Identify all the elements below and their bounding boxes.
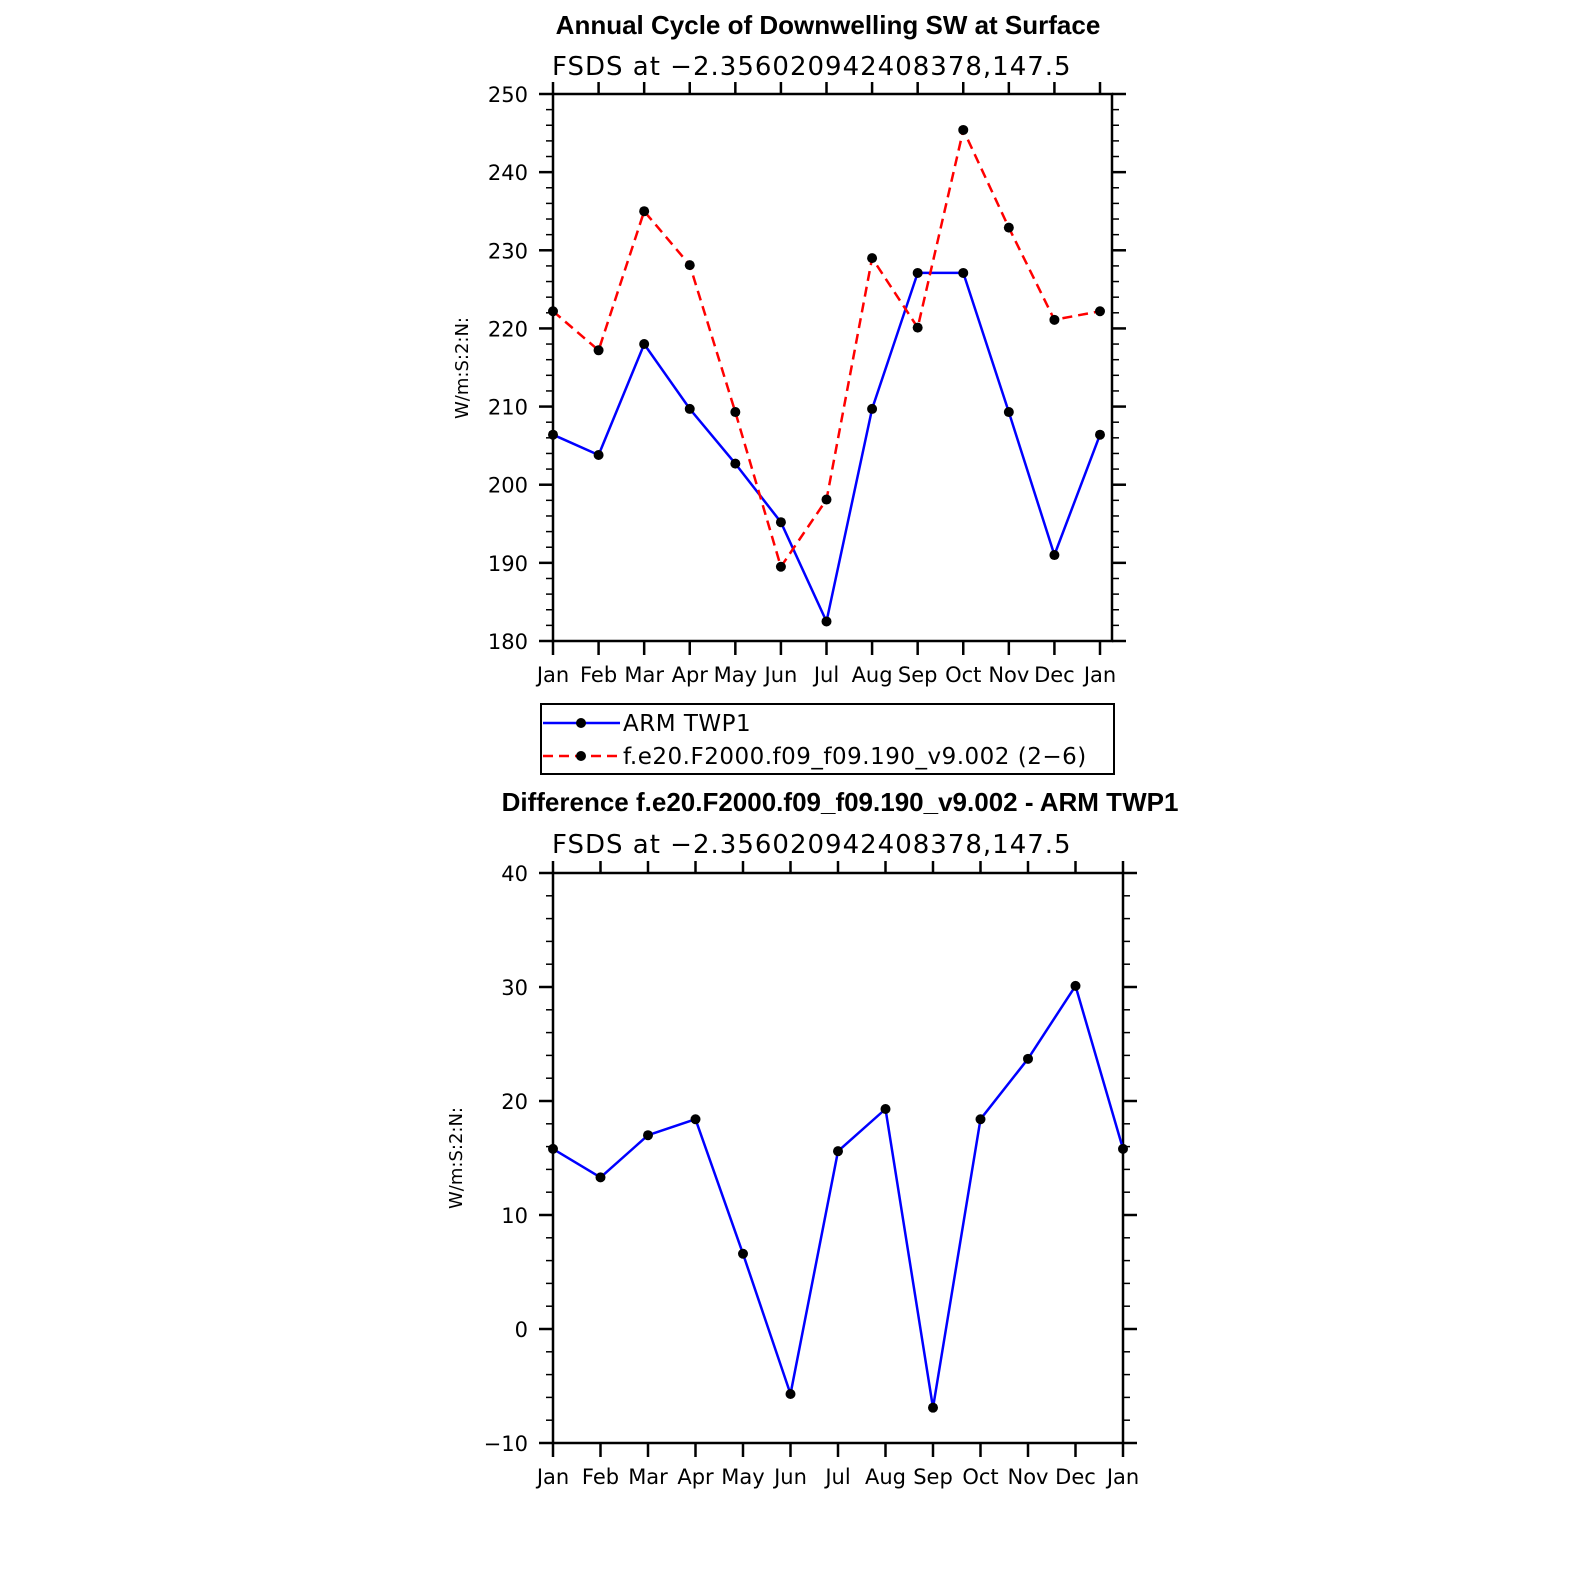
chart1-xtick-label: Aug <box>852 663 893 687</box>
chart1-series-1-point <box>1095 306 1105 317</box>
chart2-xtick-label: Jun <box>772 1465 807 1489</box>
chart2-ytick-label: 10 <box>501 1204 528 1228</box>
chart2-xtick-label: Feb <box>582 1465 619 1489</box>
chart1-legend: ARM TWP1 f.e20.F2000.f09_f09.190_v9.002 … <box>540 703 1115 775</box>
chart1-xtick-label: Jan <box>1082 663 1116 687</box>
chart2-xtick-label: Apr <box>677 1465 714 1489</box>
chart1-series-0-point <box>684 403 695 414</box>
chart2-series-0-point <box>548 1143 558 1154</box>
chart1-series-0-point <box>639 339 650 350</box>
chart2-xtick-label: Jan <box>535 1465 569 1489</box>
legend-label-model: f.e20.F2000.f09_f09.190_v9.002 (2−6) <box>623 744 1087 770</box>
chart1-series-1-point <box>548 306 558 317</box>
chart1-xtick-label: Apr <box>672 663 709 687</box>
chart1-series-1-point <box>958 124 969 135</box>
chart2-xtick-label: Oct <box>962 1465 998 1489</box>
chart2-xtick-label: Sep <box>913 1465 953 1489</box>
chart1-xtick-label: Dec <box>1034 663 1075 687</box>
chart1-ytick-label: 250 <box>488 83 528 107</box>
chart2-xtick-label: Mar <box>628 1465 668 1489</box>
chart1-ytick-label: 200 <box>488 474 528 498</box>
chart1-series-1-point <box>1003 222 1014 233</box>
chart2-series-line-0 <box>552 984 1125 1409</box>
chart1-series-1-point <box>867 253 878 264</box>
chart1-title: Annual Cycle of Downwelling SW at Surfac… <box>556 10 1101 40</box>
chart1-xtick-label: Feb <box>580 663 617 687</box>
chart1-series-0-point <box>1003 407 1014 418</box>
legend-marker-arm <box>576 718 586 728</box>
chart1-frame <box>551 92 1114 643</box>
chart2-xtick-label: Dec <box>1055 1465 1096 1489</box>
chart2-series-0-point <box>975 1114 986 1125</box>
chart2-xtick-label: Aug <box>865 1465 906 1489</box>
chart2-ytick-label: 0 <box>515 1318 528 1342</box>
chart2-xtick-label: Jan <box>1105 1465 1139 1489</box>
legend-label-arm: ARM TWP1 <box>623 711 751 737</box>
chart1-ytick-label: 180 <box>488 630 528 654</box>
legend-box <box>540 703 1115 775</box>
chart1-series-1-point <box>593 345 604 356</box>
chart2-series-0-point <box>785 1388 796 1399</box>
chart2-ytick-label: 40 <box>501 862 528 886</box>
chart1-series-1-point <box>1049 314 1060 325</box>
chart1-series-0-point <box>775 517 786 528</box>
chart2-ylabel: W/m:S:2:N: <box>446 1107 467 1209</box>
chart1-xtick-label: Sep <box>898 663 938 687</box>
chart1-ytick-label: 230 <box>488 239 528 263</box>
chart2-ytick-label: −10 <box>484 1432 528 1456</box>
chart2-series-0-point <box>833 1146 843 1157</box>
chart2-xtick-label: May <box>721 1465 764 1489</box>
chart1-series-0-point <box>593 450 604 461</box>
chart2-series-0-point <box>1023 1053 1033 1064</box>
chart1-series-0-point <box>958 267 969 278</box>
chart2-series-0-point <box>738 1248 748 1259</box>
chart1-xtick-label: Jul <box>812 663 839 687</box>
chart1-series-1-point <box>821 494 832 505</box>
chart1-subtitle: FSDS at −2.356020942408378,147.5 <box>552 52 1072 82</box>
chart2-subtitle: FSDS at −2.356020942408378,147.5 <box>552 830 1072 860</box>
chart1-series-0-point <box>730 458 741 469</box>
chart2-series-0-point <box>1070 980 1081 991</box>
chart1-series-1-point <box>684 260 695 271</box>
chart1-ytick-label: 210 <box>488 396 528 420</box>
chart1-ytick-label: 240 <box>488 161 528 185</box>
chart1-series-1-point <box>775 561 786 572</box>
chart1-series-0-point <box>867 403 878 414</box>
chart2-series-0-point <box>595 1172 606 1183</box>
chart2-series-0-point <box>928 1402 938 1413</box>
chart2-series-0-point <box>880 1103 891 1114</box>
chart1-series-0-point <box>1095 429 1105 440</box>
chart2-series-0-point <box>690 1114 701 1125</box>
chart2-plot-area: −10 0 10 20 30 40 Jan Feb Mar Apr May Jun Jul Aug Sep O… <box>484 861 1139 1489</box>
chart2-ytick-label: 30 <box>501 976 528 1000</box>
chart1-series-0-point <box>1049 550 1060 561</box>
chart1-series-1-point <box>639 206 650 217</box>
chart2-series-0-point <box>643 1130 653 1141</box>
legend-marker-model <box>576 751 586 761</box>
chart2-ytick-label: 20 <box>501 1090 528 1114</box>
chart1-xtick-label: Mar <box>624 663 664 687</box>
chart2-series-0-point <box>1118 1143 1128 1154</box>
chart1-xtick-label: Jan <box>535 663 569 687</box>
chart1-xtick-label: Oct <box>945 663 981 687</box>
chart1-series-line-0 <box>552 271 1102 623</box>
chart2-title: Difference f.e20.F2000.f09_f09.190_v9.00… <box>502 787 1179 817</box>
chart1-xtick-label: Jun <box>763 663 798 687</box>
chart1-series-0-point <box>821 616 832 627</box>
chart1-xtick-label: Nov <box>988 663 1029 687</box>
chart1-ylabel: W/m:S:2:N: <box>452 317 473 419</box>
chart1-xtick-label: May <box>714 663 757 687</box>
chart1-series-1-point <box>912 322 923 333</box>
chart2-xtick-label: Jul <box>823 1465 850 1489</box>
chart2-frame <box>551 871 1125 1445</box>
chart1-series-1-point <box>730 407 741 418</box>
chart1-series-0-point <box>912 267 923 278</box>
chart2-xtick-label: Nov <box>1008 1465 1049 1489</box>
chart1-series-0-point <box>548 429 558 440</box>
chart1-ytick-label: 190 <box>488 552 528 576</box>
chart1-ytick-label: 220 <box>488 317 528 341</box>
